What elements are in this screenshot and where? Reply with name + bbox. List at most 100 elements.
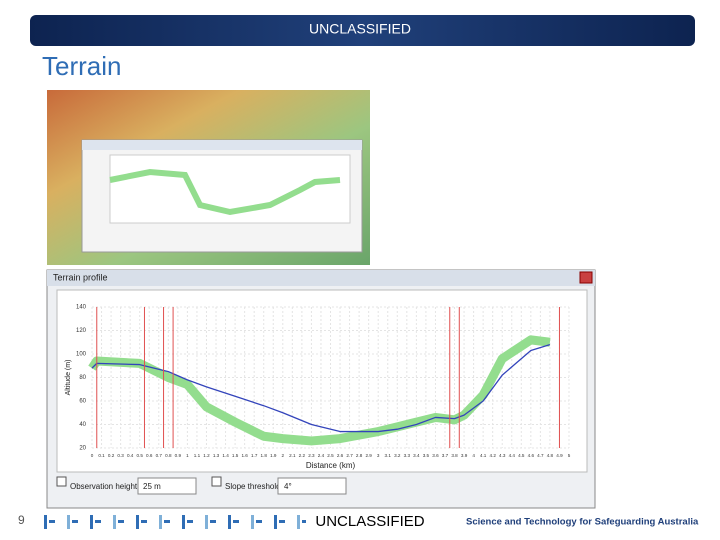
- footer-dot: [187, 520, 193, 523]
- footer-dot: [302, 520, 308, 523]
- footer-dot: [233, 520, 239, 523]
- x-tick-label: 3.7: [442, 453, 449, 458]
- x-tick-label: 4.2: [489, 453, 496, 458]
- footer-dot: [256, 520, 262, 523]
- x-tick-label: 3.4: [413, 453, 420, 458]
- footer-dot: [274, 515, 277, 529]
- x-tick-label: 0.3: [117, 453, 124, 458]
- footer-dot: [228, 515, 231, 529]
- y-tick-label: 60: [79, 399, 86, 405]
- footer-dot: [210, 520, 216, 523]
- window-titlebar: [47, 270, 595, 286]
- footer-dot: [67, 515, 70, 529]
- x-tick-label: 4.6: [528, 453, 535, 458]
- close-button[interactable]: [579, 271, 593, 284]
- x-tick-label: 3.1: [385, 453, 392, 458]
- footer-dot: [205, 515, 208, 529]
- x-tick-label: 2.9: [365, 453, 372, 458]
- footer-dot: [251, 515, 254, 529]
- x-tick-label: 0.2: [108, 453, 115, 458]
- footer-dot: [72, 520, 78, 523]
- x-tick-label: 3.9: [461, 453, 468, 458]
- y-tick-label: 20: [79, 446, 86, 452]
- x-tick-label: 2: [282, 453, 285, 458]
- window-title: Terrain profile: [53, 272, 108, 282]
- x-tick-label: 4.3: [499, 453, 506, 458]
- footer-dot: [95, 520, 101, 523]
- x-tick-label: 3.8: [451, 453, 458, 458]
- y-tick-label: 100: [76, 352, 87, 358]
- x-tick-label: 0.8: [165, 453, 172, 458]
- x-tick-label: 3.6: [432, 453, 439, 458]
- observation-height-checkbox[interactable]: [56, 476, 67, 487]
- page-number: 9: [18, 513, 25, 527]
- footer-dot: [182, 515, 185, 529]
- x-tick-label: 4.4: [509, 453, 516, 458]
- x-tick-label: 0.5: [137, 453, 144, 458]
- footer-dot: [159, 515, 162, 529]
- footer-dot: [49, 520, 55, 523]
- y-axis-label: Altitude (m): [65, 360, 72, 396]
- x-tick-label: 0.6: [146, 453, 153, 458]
- footer-dot: [44, 515, 47, 529]
- x-tick-label: 1.4: [222, 453, 229, 458]
- x-tick-label: 2.6: [337, 453, 344, 458]
- x-tick-label: 1.9: [270, 453, 277, 458]
- footer-dot: [118, 520, 124, 523]
- x-tick-label: 3.2: [394, 453, 401, 458]
- observation-height-label: Observation height: [70, 482, 138, 491]
- footer-dot: [279, 520, 285, 523]
- x-tick-label: 1.7: [251, 453, 258, 458]
- banner-text: UNCLASSIFIED: [309, 21, 411, 37]
- x-tick-label: 2.2: [299, 453, 306, 458]
- footer-dot: [141, 520, 147, 523]
- x-tick-label: 1.1: [194, 453, 201, 458]
- slope-threshold-checkbox[interactable]: [211, 476, 222, 487]
- x-tick-label: 2.1: [289, 453, 296, 458]
- observation-height-field[interactable]: [137, 477, 197, 495]
- x-tick-label: 1.8: [261, 453, 268, 458]
- x-tick-label: 3.5: [423, 453, 430, 458]
- x-tick-label: 3.3: [404, 453, 411, 458]
- footer-classification: UNCLASSIFIED: [315, 513, 424, 530]
- x-tick-label: 4.8: [547, 453, 554, 458]
- y-tick-label: 140: [76, 305, 87, 311]
- x-tick-label: 4.1: [480, 453, 487, 458]
- footer-box: [306, 510, 434, 534]
- x-tick-label: 2.5: [327, 453, 334, 458]
- footer-tagline: Science and Technology for Safeguarding …: [466, 517, 699, 528]
- footer-dot: [113, 515, 116, 529]
- y-tick-label: 120: [76, 328, 87, 334]
- x-tick-label: 1: [186, 453, 189, 458]
- x-tick-label: 0: [91, 453, 94, 458]
- x-tick-label: 0.9: [175, 453, 182, 458]
- sight-line: [91, 343, 551, 433]
- x-tick-label: 0.7: [156, 453, 163, 458]
- slope-threshold-field[interactable]: [277, 477, 347, 495]
- y-tick-label: 80: [79, 375, 86, 381]
- x-axis-label: Distance (km): [306, 461, 356, 470]
- x-tick-label: 0.4: [127, 453, 134, 458]
- small-profile: [109, 168, 341, 216]
- x-tick-label: 2.7: [346, 453, 353, 458]
- x-tick-label: 2.3: [308, 453, 315, 458]
- footer-dot: [297, 515, 300, 529]
- slope-threshold-label: Slope threshold: [225, 482, 281, 491]
- x-tick-label: 3: [377, 453, 380, 458]
- slope-threshold-value: 4°: [284, 482, 292, 491]
- x-tick-label: 4.7: [537, 453, 544, 458]
- x-tick-label: 1.6: [241, 453, 248, 458]
- terrain-band: [88, 335, 551, 446]
- small-window-titlebar: [82, 140, 362, 150]
- x-tick-label: 1.5: [232, 453, 239, 458]
- x-tick-label: 2.4: [318, 453, 325, 458]
- x-tick-label: 1.2: [203, 453, 210, 458]
- observation-height-value: 25 m: [143, 482, 161, 491]
- slide-title: Terrain: [42, 51, 121, 81]
- footer-dot: [90, 515, 93, 529]
- banner: [30, 15, 695, 46]
- x-tick-label: 5: [568, 453, 571, 458]
- plot-area: [56, 289, 588, 473]
